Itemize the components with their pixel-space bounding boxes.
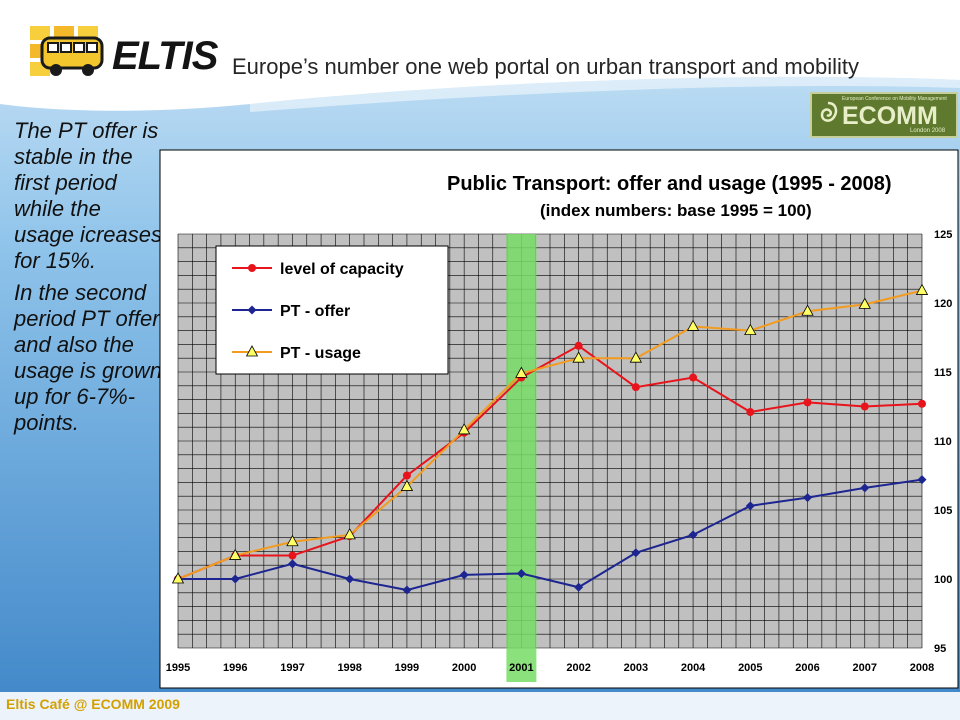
chart-title: Public Transport: offer and usage (1995 …: [447, 173, 892, 195]
point-capacity: [803, 398, 812, 407]
series-line-1: [178, 478, 923, 592]
x-tick-label: 2000: [452, 662, 476, 674]
series-line-0: [177, 344, 923, 580]
point-capacity: [402, 471, 411, 480]
x-tick-label: 2008: [910, 662, 934, 674]
footer-text: Eltis Café @ ECOMM 2009: [6, 696, 180, 712]
point-offer: [287, 559, 297, 569]
highlight-band-2001: [506, 234, 537, 682]
x-tick-label: 2001: [509, 662, 533, 674]
point-offer: [516, 568, 526, 578]
point-capacity: [631, 383, 640, 392]
ecomm-small-text: European Conference on Mobility Manageme…: [842, 96, 947, 102]
point-offer: [803, 493, 813, 503]
ecomm-logo: European Conference on Mobility Manageme…: [810, 92, 958, 138]
x-tick-label: 2002: [566, 662, 590, 674]
legend-marker-capacity: [248, 264, 256, 272]
point-capacity: [746, 408, 755, 417]
point-capacity: [860, 402, 869, 411]
tagline: Europe’s number one web portal on urban …: [232, 54, 859, 79]
series-line-2: [177, 289, 923, 580]
point-usage: [801, 304, 814, 316]
spiral-icon: [820, 101, 838, 122]
x-tick-label: 1995: [166, 662, 190, 674]
legend-label: level of capacity: [280, 261, 404, 278]
point-usage: [229, 548, 242, 560]
point-offer: [745, 501, 755, 511]
legend-label: PT - offer: [280, 303, 350, 320]
point-usage: [457, 423, 471, 435]
y-tick-label: 120: [934, 298, 952, 310]
point-usage: [915, 283, 929, 295]
point-offer: [230, 574, 240, 584]
point-usage: [171, 572, 185, 584]
point-usage: [572, 351, 585, 363]
y-tick-label: 105: [934, 505, 952, 517]
point-offer: [459, 570, 469, 580]
point-usage: [629, 351, 643, 363]
y-tick-label: 125: [934, 229, 952, 241]
point-offer: [688, 530, 698, 540]
point-usage: [515, 366, 528, 378]
point-offer: [860, 483, 870, 493]
x-tick-label: 2005: [738, 662, 762, 674]
x-tick-label: 1996: [223, 662, 247, 674]
point-capacity: [288, 551, 297, 560]
point-usage: [858, 297, 871, 309]
y-tick-label: 115: [934, 367, 952, 379]
point-offer: [345, 574, 355, 584]
commentary-paragraph-2: In the second period PT offer and also t…: [14, 280, 162, 435]
x-tick-label: 1998: [337, 662, 361, 674]
y-tick-label: 95: [934, 643, 946, 655]
legend-label: PT - usage: [280, 345, 361, 362]
x-tick-label: 1997: [280, 662, 304, 674]
ecomm-sub-text: London 2008: [910, 128, 946, 134]
chart-subtitle: (index numbers: base 1995 = 100): [540, 201, 812, 220]
point-offer: [631, 548, 641, 558]
ecomm-word: ECOMM: [842, 102, 938, 130]
side-commentary: The PT offer is stable in the first peri…: [14, 118, 162, 442]
x-tick-label: 2006: [795, 662, 819, 674]
eltis-logo: [28, 24, 108, 84]
x-tick-label: 2004: [681, 662, 706, 674]
legend-marker-offer: [247, 305, 257, 315]
commentary-paragraph-1: The PT offer is stable in the first peri…: [14, 118, 162, 273]
bus-icon: [30, 26, 104, 76]
point-capacity: [918, 399, 926, 408]
point-offer: [402, 585, 412, 595]
point-capacity: [574, 341, 583, 350]
point-usage: [286, 534, 299, 547]
x-tick-label: 2003: [624, 662, 648, 674]
point-offer: [574, 582, 584, 592]
legend-marker-usage: [245, 345, 259, 357]
logo-text: ELTIS: [112, 34, 218, 78]
point-offer: [917, 475, 927, 485]
y-tick-label: 110: [934, 436, 952, 448]
point-usage: [744, 323, 757, 336]
point-usage: [400, 479, 414, 491]
point-usage: [343, 528, 356, 540]
y-tick-label: 100: [934, 574, 952, 586]
x-tick-label: 2007: [853, 662, 877, 674]
point-capacity: [689, 373, 698, 382]
point-usage: [686, 319, 700, 331]
x-tick-label: 1999: [395, 662, 419, 674]
